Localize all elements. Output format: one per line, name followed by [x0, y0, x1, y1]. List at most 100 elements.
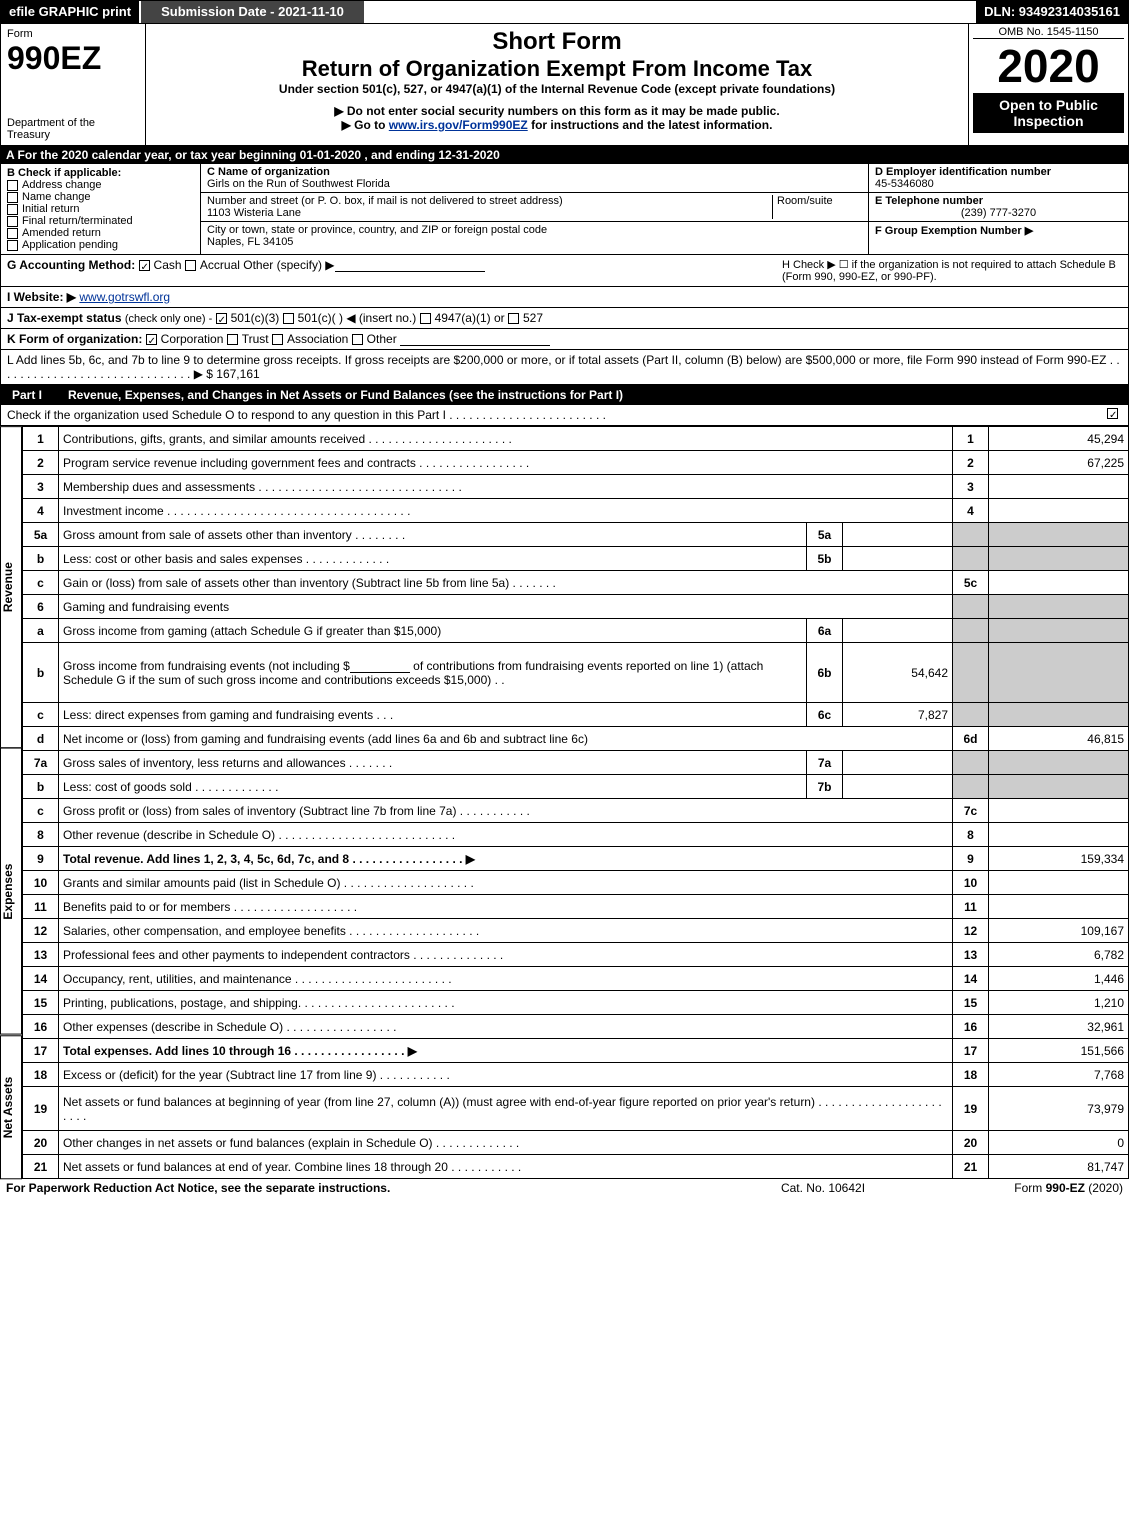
checkbox-501c[interactable]: [283, 313, 294, 324]
checkbox-address-change[interactable]: [7, 180, 18, 191]
open-public: Open to Public Inspection: [973, 93, 1124, 133]
footer-left: For Paperwork Reduction Act Notice, see …: [6, 1181, 723, 1195]
6b-contrib-input[interactable]: [350, 659, 410, 673]
cb-label-5: Application pending: [22, 239, 118, 251]
org-name: Girls on the Run of Southwest Florida: [207, 178, 862, 190]
checkbox-name-change[interactable]: [7, 192, 18, 203]
checkbox-accrual[interactable]: [185, 260, 196, 271]
section-b-label: B Check if applicable:: [7, 167, 194, 179]
section-def: D Employer identification number 45-5346…: [868, 164, 1128, 254]
section-h: H Check ▶ ☐ if the organization is not r…: [782, 258, 1122, 283]
line-1: 1Contributions, gifts, grants, and simil…: [23, 427, 1129, 451]
dept-label: Department of the Treasury: [7, 117, 139, 141]
part1-body: Revenue Expenses Net Assets 1Contributio…: [0, 426, 1129, 1179]
side-expenses: Expenses: [0, 748, 22, 1035]
section-c: C Name of organization Girls on the Run …: [201, 164, 868, 254]
line-5b: bLess: cost or other basis and sales exp…: [23, 547, 1129, 571]
k-opt3: Other: [367, 332, 397, 346]
header-right: OMB No. 1545-1150 2020 Open to Public In…: [968, 24, 1128, 145]
g-cash: Cash: [154, 258, 182, 272]
part1-header: Part I Revenue, Expenses, and Changes in…: [0, 385, 1129, 405]
checkbox-corp[interactable]: [146, 334, 157, 345]
goto-pre: ▶ Go to: [342, 118, 389, 132]
j-opt4: 527: [523, 311, 543, 325]
line-5a: 5aGross amount from sale of assets other…: [23, 523, 1129, 547]
line-16: 16Other expenses (describe in Schedule O…: [23, 1015, 1129, 1039]
header-left: Form 990EZ Department of the Treasury: [1, 24, 146, 145]
period-row: A For the 2020 calendar year, or tax yea…: [0, 146, 1129, 164]
k-opt2: Association: [287, 332, 348, 346]
line-12: 12Salaries, other compensation, and empl…: [23, 919, 1129, 943]
checkbox-assoc[interactable]: [272, 334, 283, 345]
line-9: 9Total revenue. Add lines 1, 2, 3, 4, 5c…: [23, 847, 1129, 871]
side-netassets: Net Assets: [0, 1035, 22, 1179]
k-other-input[interactable]: [400, 332, 550, 346]
omb-number: OMB No. 1545-1150: [973, 26, 1124, 39]
checkbox-schedule-o-part1[interactable]: [1107, 408, 1118, 419]
section-k: K Form of organization: Corporation Trus…: [0, 329, 1129, 350]
g-label: G Accounting Method:: [7, 258, 135, 272]
checkbox-trust[interactable]: [227, 334, 238, 345]
line-14: 14Occupancy, rent, utilities, and mainte…: [23, 967, 1129, 991]
checkbox-amended[interactable]: [7, 228, 18, 239]
e-label: E Telephone number: [875, 195, 1122, 207]
g-other-input[interactable]: [335, 258, 485, 272]
cb-label-3: Final return/terminated: [22, 215, 133, 227]
checkbox-501c3[interactable]: [216, 313, 227, 324]
irs-link[interactable]: www.irs.gov/Form990EZ: [389, 118, 528, 132]
j-label: J Tax-exempt status: [7, 311, 122, 325]
line-6b: bGross income from fundraising events (n…: [23, 643, 1129, 703]
section-i: I Website: ▶ www.gotrswfl.org: [0, 287, 1129, 308]
lines-table: 1Contributions, gifts, grants, and simil…: [22, 426, 1129, 1179]
checkbox-app-pending[interactable]: [7, 240, 18, 251]
cb-label-1: Name change: [22, 191, 91, 203]
short-form-title: Short Form: [152, 28, 962, 56]
part1-check-row: Check if the organization used Schedule …: [0, 405, 1129, 426]
org-address: 1103 Wisteria Lane: [207, 207, 772, 219]
c-addr-label: Number and street (or P. O. box, if mail…: [207, 195, 772, 207]
f-label: F Group Exemption Number ▶: [875, 224, 1122, 237]
line-20: 20Other changes in net assets or fund ba…: [23, 1131, 1129, 1155]
checkbox-4947[interactable]: [420, 313, 431, 324]
footer-cat: Cat. No. 10642I: [723, 1181, 923, 1195]
k-opt0: Corporation: [161, 332, 224, 346]
j-sub: (check only one) -: [125, 313, 212, 325]
under-section: Under section 501(c), 527, or 4947(a)(1)…: [152, 82, 962, 96]
submission-date-button[interactable]: Submission Date - 2021-11-10: [139, 1, 366, 23]
line-4: 4Investment income . . . . . . . . . . .…: [23, 499, 1129, 523]
line-3: 3Membership dues and assessments . . . .…: [23, 475, 1129, 499]
side-revenue: Revenue: [0, 426, 22, 748]
checkbox-cash[interactable]: [139, 260, 150, 271]
org-city: Naples, FL 34105: [207, 236, 862, 248]
line-11: 11Benefits paid to or for members . . . …: [23, 895, 1129, 919]
line-18: 18Excess or (deficit) for the year (Subt…: [23, 1063, 1129, 1087]
footer: For Paperwork Reduction Act Notice, see …: [0, 1179, 1129, 1197]
footer-right: Form 990-EZ (2020): [923, 1181, 1123, 1195]
section-g: G Accounting Method: Cash Accrual Other …: [7, 258, 782, 283]
efile-label: efile GRAPHIC print: [1, 1, 139, 23]
line-13: 13Professional fees and other payments t…: [23, 943, 1129, 967]
line-7b: bLess: cost of goods sold . . . . . . . …: [23, 775, 1129, 799]
line-15: 15Printing, publications, postage, and s…: [23, 991, 1129, 1015]
cb-label-2: Initial return: [22, 203, 79, 215]
g-other: Other (specify) ▶: [243, 258, 334, 272]
part1-title: Revenue, Expenses, and Changes in Net As…: [62, 385, 1129, 405]
gh-row: G Accounting Method: Cash Accrual Other …: [0, 255, 1129, 287]
line-6d: dNet income or (loss) from gaming and fu…: [23, 727, 1129, 751]
form-number: 990EZ: [7, 40, 139, 77]
c-name-label: C Name of organization: [207, 166, 862, 178]
part1-check-text: Check if the organization used Schedule …: [7, 408, 1107, 422]
cb-label-4: Amended return: [22, 227, 101, 239]
j-opt2: 501(c)( ) ◀ (insert no.): [298, 311, 417, 325]
checkbox-527[interactable]: [508, 313, 519, 324]
line-7a: 7aGross sales of inventory, less returns…: [23, 751, 1129, 775]
line-19: 19Net assets or fund balances at beginni…: [23, 1087, 1129, 1131]
org-info-block: B Check if applicable: Address change Na…: [0, 164, 1129, 255]
line-6: 6Gaming and fundraising events: [23, 595, 1129, 619]
website-link[interactable]: www.gotrswfl.org: [79, 290, 170, 304]
form-word: Form: [7, 28, 139, 40]
checkbox-final-return[interactable]: [7, 216, 18, 227]
checkbox-initial-return[interactable]: [7, 204, 18, 215]
line-8: 8Other revenue (describe in Schedule O) …: [23, 823, 1129, 847]
checkbox-other-org[interactable]: [352, 334, 363, 345]
